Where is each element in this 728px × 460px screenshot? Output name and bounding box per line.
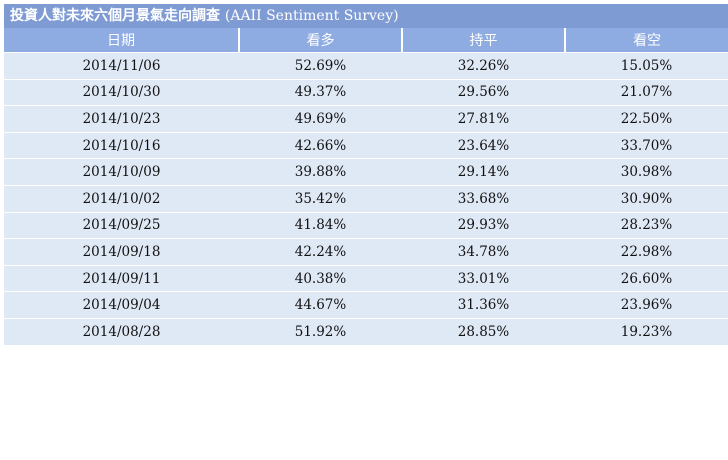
cell-neutral: 31.36%: [402, 291, 565, 319]
cell-date: 2014/09/18: [4, 238, 239, 266]
cell-neutral: 27.81%: [402, 105, 565, 133]
cell-bullish: 49.69%: [239, 105, 402, 133]
table-row: 2014/09/11 40.38% 33.01% 26.60%: [4, 264, 728, 292]
header-neutral: 持平: [401, 28, 565, 53]
cell-bearish: 33.70%: [565, 131, 728, 159]
cell-bearish: 28.23%: [565, 211, 728, 239]
cell-bullish: 42.24%: [239, 238, 402, 266]
table-caption: 投資人對未來六個月景氣走向調查 (AAII Sentiment Survey): [4, 4, 728, 28]
caption-chinese: 投資人對未來六個月景氣走向調查: [10, 8, 220, 24]
cell-date: 2014/11/06: [4, 52, 239, 80]
cell-bearish: 30.98%: [565, 158, 728, 186]
cell-neutral: 29.93%: [402, 211, 565, 239]
cell-bullish: 52.69%: [239, 52, 402, 80]
table-row: 2014/09/04 44.67% 31.36% 23.96%: [4, 291, 728, 319]
cell-neutral: 28.85%: [402, 317, 565, 345]
cell-bullish: 41.84%: [239, 211, 402, 239]
cell-bearish: 21.07%: [565, 78, 728, 106]
cell-bullish: 39.88%: [239, 158, 402, 186]
cell-date: 2014/10/09: [4, 158, 239, 186]
cell-neutral: 32.26%: [402, 52, 565, 80]
cell-bearish: 23.96%: [565, 291, 728, 319]
sentiment-table: 日期 看多 持平 看空 2014/11/06 52.69% 32.26% 15.05%…: [4, 28, 728, 345]
caption-english: (AAII Sentiment Survey): [224, 8, 399, 24]
cell-date: 2014/10/02: [4, 184, 239, 213]
header-bullish: 看多: [238, 28, 402, 53]
cell-bearish: 22.98%: [565, 238, 728, 266]
cell-bearish: 30.90%: [565, 184, 728, 213]
table-row: 2014/09/25 41.84% 29.93% 28.23%: [4, 211, 728, 239]
cell-neutral: 23.64%: [402, 131, 565, 159]
table-row: 2014/10/02 35.42% 33.68% 30.90%: [4, 184, 728, 213]
header-bearish: 看空: [564, 28, 728, 53]
table-row: 2014/10/30 49.37% 29.56% 21.07%: [4, 78, 728, 106]
cell-date: 2014/10/30: [4, 78, 239, 106]
cell-bullish: 40.38%: [239, 264, 402, 292]
sentiment-survey-panel: 投資人對未來六個月景氣走向調查 (AAII Sentiment Survey) …: [4, 4, 728, 345]
cell-bullish: 51.92%: [239, 317, 402, 345]
table-row: 2014/10/23 49.69% 27.81% 22.50%: [4, 105, 728, 133]
table-row: 2014/10/09 39.88% 29.14% 30.98%: [4, 158, 728, 186]
table-row: 2014/09/18 42.24% 34.78% 22.98%: [4, 238, 728, 266]
cell-neutral: 33.01%: [402, 264, 565, 292]
cell-bullish: 49.37%: [239, 78, 402, 106]
cell-date: 2014/10/16: [4, 131, 239, 159]
cell-bullish: 42.66%: [239, 131, 402, 159]
cell-bullish: 35.42%: [239, 184, 402, 213]
table-body: 2014/11/06 52.69% 32.26% 15.05% 2014/10/30 49…: [4, 52, 728, 345]
table-row: 2014/08/28 51.92% 28.85% 19.23%: [4, 317, 728, 345]
cell-date: 2014/08/28: [4, 317, 239, 345]
table-row: 2014/10/16 42.66% 23.64% 33.70%: [4, 131, 728, 159]
header-row: 日期 看多 持平 看空: [4, 28, 728, 53]
cell-bullish: 44.67%: [239, 291, 402, 319]
cell-neutral: 34.78%: [402, 238, 565, 266]
cell-neutral: 29.14%: [402, 158, 565, 186]
cell-date: 2014/09/25: [4, 211, 239, 239]
header-date: 日期: [4, 28, 239, 53]
cell-bearish: 26.60%: [565, 264, 728, 292]
cell-date: 2014/09/04: [4, 291, 239, 319]
cell-neutral: 33.68%: [402, 184, 565, 213]
cell-bearish: 22.50%: [565, 105, 728, 133]
cell-bearish: 15.05%: [565, 52, 728, 80]
cell-neutral: 29.56%: [402, 78, 565, 106]
table-row: 2014/11/06 52.69% 32.26% 15.05%: [4, 52, 728, 80]
cell-date: 2014/09/11: [4, 264, 239, 292]
cell-bearish: 19.23%: [565, 317, 728, 345]
cell-date: 2014/10/23: [4, 105, 239, 133]
